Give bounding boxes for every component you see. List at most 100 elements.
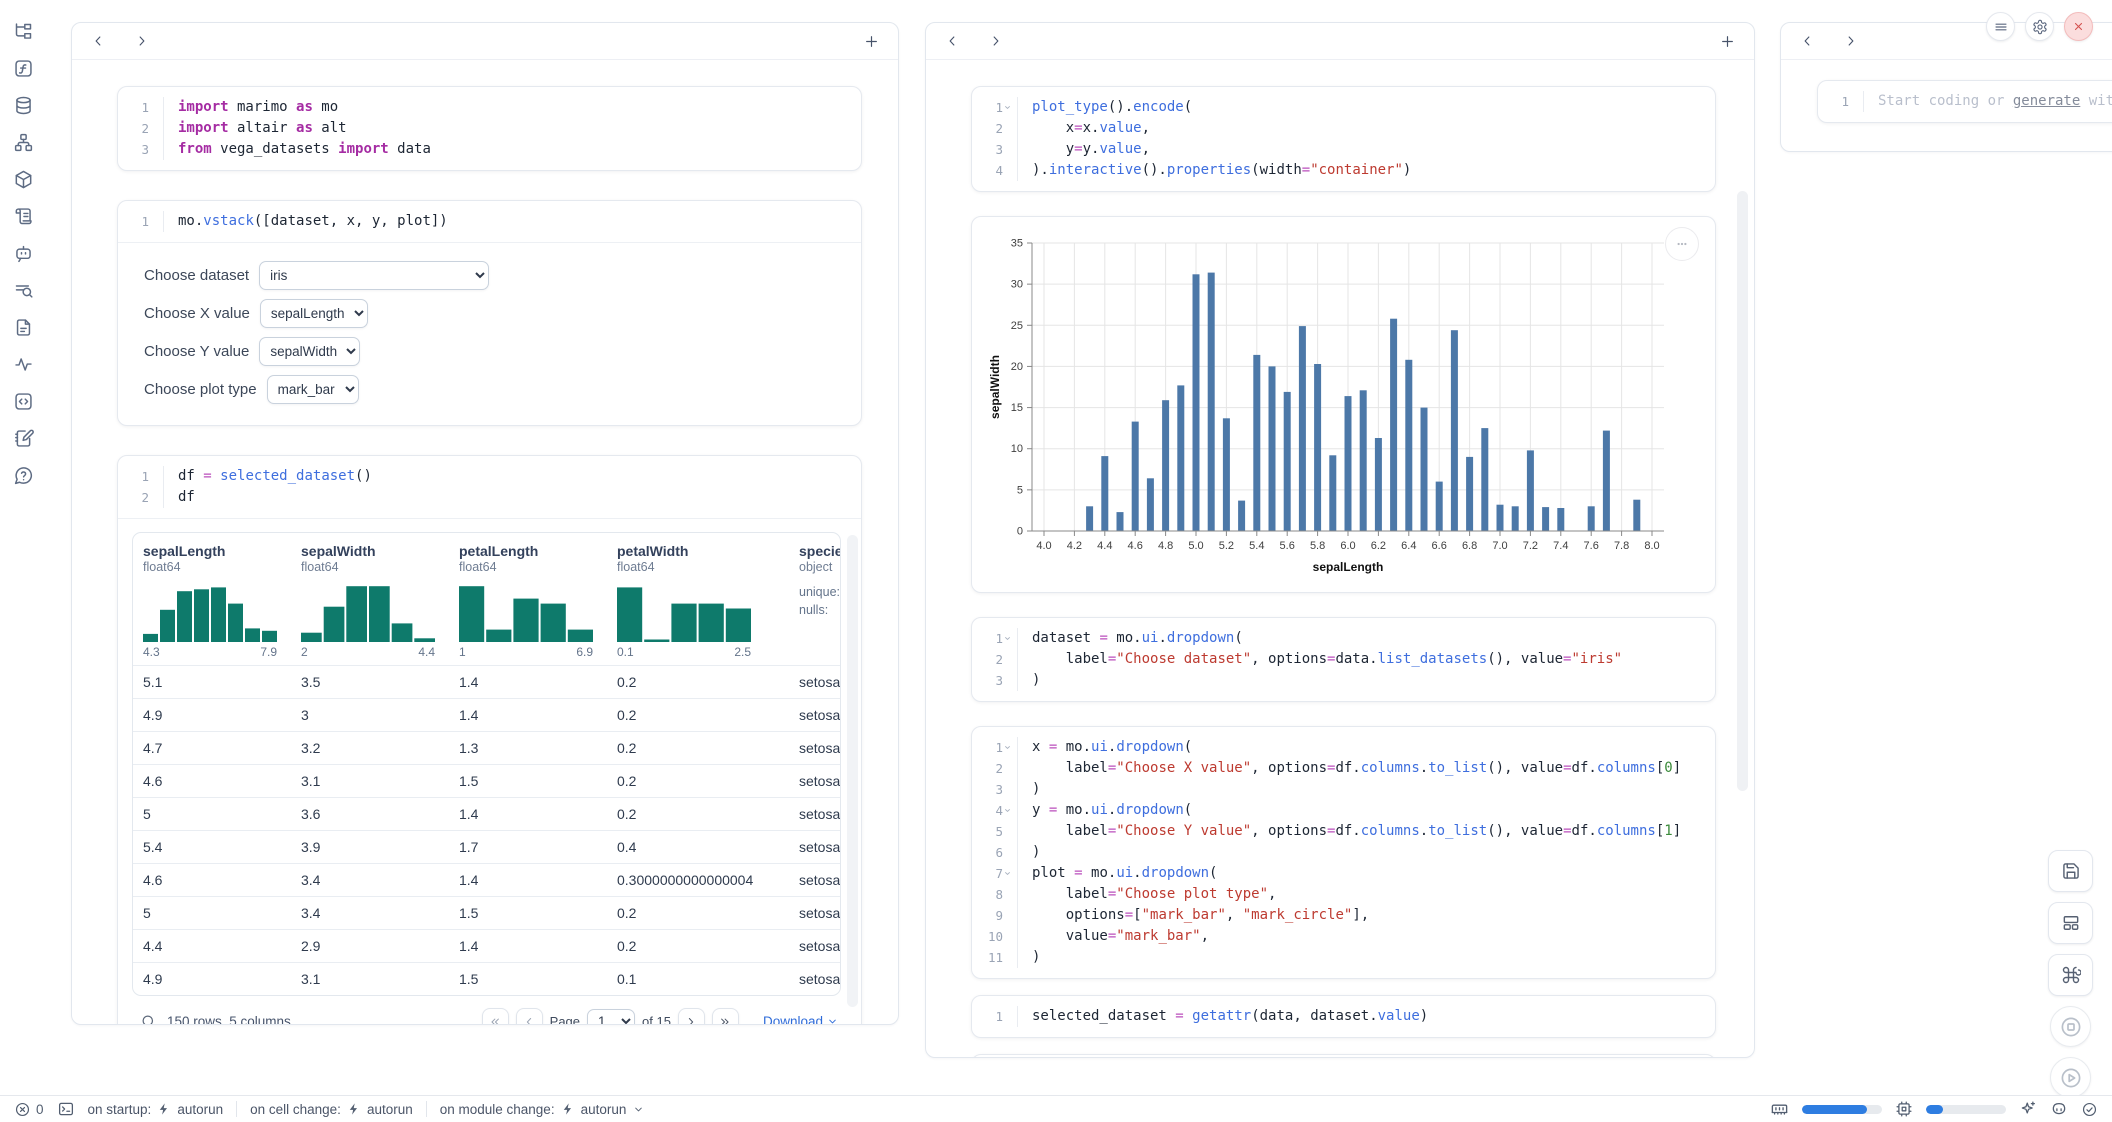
code-editor[interactable]: import marimo as moimport altair as altf… (164, 97, 431, 160)
notebook-column-1: 123import marimo as moimport altair as a… (71, 22, 899, 1025)
column-name[interactable]: sepalWidth (301, 543, 437, 559)
save-button[interactable] (2048, 850, 2093, 892)
zap-icon (347, 1102, 361, 1116)
database-icon[interactable] (12, 94, 35, 117)
settings-button[interactable] (2025, 12, 2054, 41)
code-snippet-icon[interactable] (12, 390, 35, 413)
download-button[interactable]: Download (763, 1014, 839, 1025)
notebook-menu-button[interactable] (1986, 12, 2015, 41)
code-editor[interactable]: x = mo.ui.dropdown( label="Choose X valu… (1018, 737, 1681, 968)
table-cell: 0.2 (607, 732, 789, 764)
column-prev-button[interactable] (88, 31, 108, 51)
column-dtype: float64 (143, 560, 279, 574)
runtime-setting[interactable]: on module change:autorun (440, 1102, 646, 1117)
choose-x-value-select[interactable]: sepalLength (260, 299, 368, 328)
table-summary: 150 rows, 5 columns (167, 1014, 291, 1025)
table-cell: 0.2 (607, 930, 789, 962)
chart-actions-button[interactable] (1665, 227, 1699, 261)
choose-y-value-select[interactable]: sepalWidth (259, 337, 360, 366)
column-range: 4.37.9 (143, 645, 277, 659)
layout-button[interactable] (2048, 902, 2093, 944)
column-next-button[interactable] (1841, 31, 1861, 51)
terminal-button[interactable] (57, 1100, 75, 1118)
svg-text:8.0: 8.0 (1644, 540, 1659, 552)
shutdown-button[interactable] (2064, 12, 2093, 41)
chat-bot-icon[interactable] (12, 242, 35, 265)
panel-topbar (926, 23, 1754, 60)
file-tree-icon[interactable] (12, 20, 35, 43)
column-histogram (143, 580, 277, 642)
last-page-button[interactable] (712, 1008, 739, 1025)
chevron-down-icon (632, 1103, 645, 1116)
code-editor[interactable]: plot_type().encode( x=x.value, y=y.value… (1018, 97, 1411, 181)
code-cell-plot: 1234plot_type().encode( x=x.value, y=y.v… (971, 86, 1716, 192)
prev-page-button[interactable] (516, 1008, 543, 1025)
runtime-setting[interactable]: on cell change:autorun (250, 1102, 413, 1117)
table-cell: 0.3000000000000004 (607, 864, 789, 896)
chart-output-cell: 4.04.24.44.64.85.05.25.45.65.86.06.26.46… (971, 216, 1716, 593)
memory-icon (1770, 1100, 1789, 1119)
activity-icon[interactable] (12, 353, 35, 376)
document-icon[interactable] (12, 316, 35, 339)
command-button[interactable] (2048, 954, 2093, 996)
dropdown-label: Choose Y value (144, 343, 249, 360)
workflow-icon[interactable] (12, 131, 35, 154)
next-page-button[interactable] (678, 1008, 705, 1025)
connection-status-button[interactable] (2081, 1101, 2098, 1118)
code-editor[interactable]: selected_dataset = getattr(data, dataset… (1018, 1006, 1428, 1027)
column-prev-button[interactable] (1797, 31, 1817, 51)
stop-button[interactable] (2050, 1006, 2091, 1047)
code-editor[interactable]: df = selected_dataset()df (164, 466, 372, 508)
table-scrollbar[interactable] (847, 535, 858, 1007)
code-editor-area: 123import marimo as moimport altair as a… (118, 87, 861, 170)
svg-text:30: 30 (1011, 279, 1023, 291)
column-name[interactable]: petalWidth (617, 543, 777, 559)
code-editor[interactable]: Start coding or generate with (1864, 91, 2112, 112)
code-editor-area: 1mo.vstack([dataset, x, y, plot]) (118, 201, 861, 242)
ai-assist-button[interactable] (2019, 1100, 2037, 1118)
column-name[interactable]: sepalLength (143, 543, 279, 559)
choose-dataset-select[interactable]: iris (259, 261, 489, 290)
code-cell-vstack: 1mo.vstack([dataset, x, y, plot]) Choose… (117, 200, 862, 426)
scroll-text-icon[interactable] (12, 205, 35, 228)
choose-plot-type-select[interactable]: mark_bar (267, 375, 359, 404)
search-icon[interactable] (140, 1013, 157, 1025)
svg-text:6.6: 6.6 (1432, 540, 1447, 552)
altair-bar-chart[interactable]: 4.04.24.44.64.85.05.25.45.65.86.06.26.46… (986, 229, 1676, 579)
column-histogram (301, 580, 435, 642)
chevrons-right-icon (718, 1015, 732, 1026)
help-icon[interactable] (12, 464, 35, 487)
column-range: 16.9 (459, 645, 593, 659)
table-cell: setosa (789, 732, 841, 764)
play-button[interactable] (2050, 1057, 2091, 1098)
first-page-button[interactable] (482, 1008, 509, 1025)
list-search-icon[interactable] (12, 279, 35, 302)
add-cell-button[interactable] (861, 31, 882, 52)
play-icon (2059, 1066, 2083, 1090)
column-prev-button[interactable] (942, 31, 962, 51)
column-name[interactable]: species (799, 543, 841, 559)
code-editor[interactable]: dataset = mo.ui.dropdown( label="Choose … (1018, 628, 1622, 691)
column-name[interactable]: petalLength (459, 543, 595, 559)
scratchpad-icon[interactable] (12, 427, 35, 450)
runtime-value: autorun (177, 1102, 223, 1117)
package-icon[interactable] (12, 168, 35, 191)
line-numbers: 123 (118, 97, 164, 160)
runtime-value: autorun (581, 1102, 627, 1117)
function-icon[interactable] (12, 57, 35, 80)
error-count-button[interactable]: 0 (14, 1101, 44, 1118)
generate-with-ai-link[interactable]: generate (2013, 93, 2080, 109)
column-next-button[interactable] (132, 31, 152, 51)
code-editor[interactable]: mo.vstack([dataset, x, y, plot]) (164, 211, 448, 232)
panel-scrollbar[interactable] (1737, 191, 1748, 791)
chevron-right-icon (134, 33, 150, 49)
column-next-button[interactable] (986, 31, 1006, 51)
chevron-left-icon (522, 1015, 536, 1026)
page-select[interactable]: 1 (587, 1009, 635, 1025)
notebook-column-3: 1 Start coding or generate with (1780, 22, 2112, 152)
runtime-setting[interactable]: on startup:autorun (88, 1102, 224, 1117)
svg-text:35: 35 (1011, 238, 1023, 250)
add-cell-button[interactable] (1717, 31, 1738, 52)
copilot-button[interactable] (2050, 1100, 2068, 1118)
table-row: 4.63.41.40.3000000000000004setosa (133, 863, 840, 896)
